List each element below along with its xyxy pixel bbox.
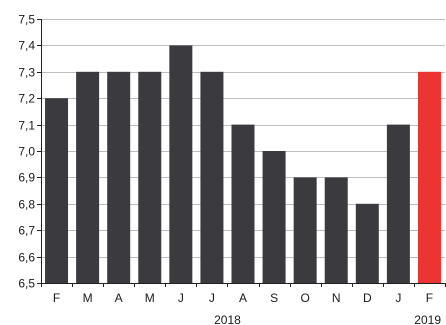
bar: [200, 71, 224, 283]
x-category-label: J: [178, 291, 184, 305]
x-category-label: J: [395, 291, 401, 305]
x-category-label: O: [300, 291, 309, 305]
y-tick-label: 6,6: [18, 251, 35, 265]
y-tick-label: 6,5: [18, 277, 35, 291]
bar: [262, 151, 286, 283]
bar: [138, 71, 162, 283]
x-category-label: F: [53, 291, 60, 305]
year-label: 2018: [214, 313, 241, 325]
bar-highlighted: [417, 71, 441, 283]
bar: [169, 45, 193, 284]
x-category-label: M: [83, 291, 93, 305]
y-tick-label: 7,5: [18, 13, 35, 27]
y-tick-label: 7,3: [18, 66, 35, 80]
bar: [355, 203, 379, 283]
bar: [293, 177, 317, 283]
labels: 6,5 6,6 6,7 6,8 6,9 7,0 7,1 7,2 7,3 7,4 7,5 F M A M J J A…: [18, 13, 441, 325]
y-tick-label: 7,1: [18, 119, 35, 133]
x-category-label: J: [209, 291, 215, 305]
x-category-label: D: [363, 291, 372, 305]
y-tick-label: 6,7: [18, 224, 35, 238]
axes: [37, 19, 446, 287]
y-tick-label: 7,2: [18, 92, 35, 106]
bar: [386, 124, 410, 283]
y-tick-label: 7,0: [18, 145, 35, 159]
x-category-label: A: [115, 291, 123, 305]
x-category-label: F: [426, 291, 433, 305]
x-category-label: N: [332, 291, 341, 305]
x-category-label: S: [270, 291, 278, 305]
y-tick-label: 6,8: [18, 198, 35, 212]
year-label: 2019: [414, 313, 441, 325]
y-tick-label: 6,9: [18, 171, 35, 185]
bar: [107, 71, 131, 283]
bar: [45, 98, 69, 283]
x-category-label: A: [239, 291, 247, 305]
bar: [231, 124, 255, 283]
bar: [324, 177, 348, 283]
bars: [45, 45, 441, 284]
x-category-label: M: [145, 291, 155, 305]
y-tick-label: 7,4: [18, 39, 35, 53]
bar: [76, 71, 100, 283]
